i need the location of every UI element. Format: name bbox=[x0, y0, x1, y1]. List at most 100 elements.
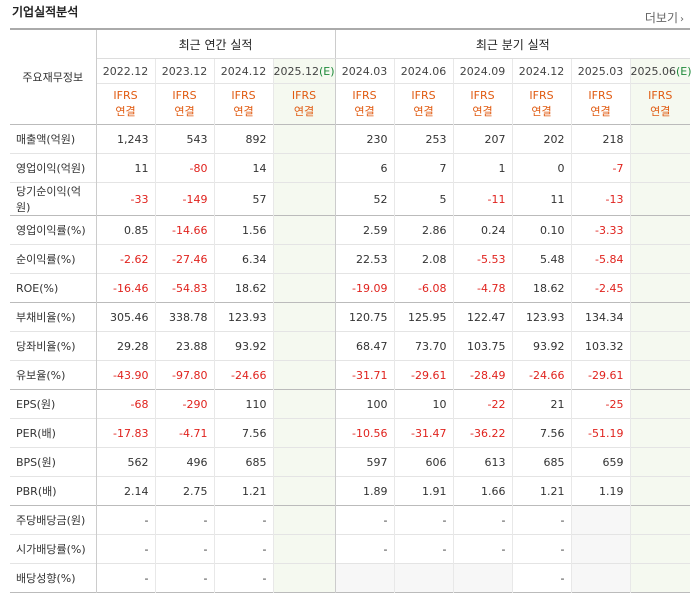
estimate-badge: (E) bbox=[319, 64, 335, 78]
ifrs-standard: IFRS bbox=[529, 89, 554, 102]
table-cell: -11 bbox=[452, 182, 512, 216]
table-cell: 562 bbox=[96, 447, 155, 477]
table-cell: - bbox=[511, 505, 571, 535]
table-cell: 23.88 bbox=[154, 331, 214, 361]
table-cell bbox=[629, 124, 691, 154]
table-cell: -31.47 bbox=[393, 418, 453, 448]
table-cell: 123.93 bbox=[511, 302, 571, 332]
table-cell: - bbox=[452, 534, 512, 564]
table-cell: 2.14 bbox=[96, 476, 155, 506]
ifrs-consolidated: 연결 bbox=[293, 105, 315, 118]
table-cell: -19.09 bbox=[334, 273, 394, 303]
table-row: 영업이익률(%) 0.85 -14.66 1.56 2.59 2.86 0.24 0.10 -3… bbox=[10, 215, 691, 245]
row-label: 시가배당률(%) bbox=[10, 534, 97, 564]
table-cell: 6.34 bbox=[213, 244, 273, 274]
table-cell bbox=[272, 244, 335, 274]
table-cell: -16.46 bbox=[96, 273, 155, 303]
table-cell: 305.46 bbox=[96, 302, 155, 332]
table-cell: 685 bbox=[511, 447, 571, 477]
table-cell bbox=[629, 534, 691, 564]
ifrs-label: IFRS 연결 bbox=[393, 83, 453, 125]
table-cell: -29.61 bbox=[393, 360, 453, 390]
table-cell bbox=[272, 563, 335, 593]
table-cell: - bbox=[213, 534, 273, 564]
table-cell: -7 bbox=[570, 153, 630, 183]
ifrs-label: IFRS 연결 bbox=[272, 83, 335, 125]
table-cell: - bbox=[96, 505, 155, 535]
table-cell: - bbox=[154, 505, 214, 535]
table-cell: -33 bbox=[96, 182, 155, 216]
annual-group-header: 최근 연간 실적 bbox=[96, 28, 335, 59]
table-cell: -97.80 bbox=[154, 360, 214, 390]
table-cell: 0.85 bbox=[96, 215, 155, 245]
table-cell bbox=[272, 182, 335, 216]
table-row: ROE(%) -16.46 -54.83 18.62 -19.09 -6.08 -4.78 1… bbox=[10, 273, 691, 303]
period-label: 2025.12 bbox=[273, 64, 320, 78]
row-label: BPS(원) bbox=[10, 447, 97, 477]
table-cell: -51.19 bbox=[570, 418, 630, 448]
section-title: 기업실적분석 bbox=[12, 5, 79, 19]
period-header: 2025.12(E) bbox=[272, 58, 335, 84]
table-cell: 892 bbox=[213, 124, 273, 154]
table-cell: - bbox=[154, 563, 214, 593]
table-cell: - bbox=[213, 563, 273, 593]
table-cell: 93.92 bbox=[511, 331, 571, 361]
more-link[interactable]: 더보기 › bbox=[645, 9, 684, 26]
table-cell: 543 bbox=[154, 124, 214, 154]
table-cell: -24.66 bbox=[511, 360, 571, 390]
table-cell: 68.47 bbox=[334, 331, 394, 361]
table-cell: 659 bbox=[570, 447, 630, 477]
table-row: 영업이익(억원) 11 -80 14 6 7 1 0 -7 bbox=[10, 153, 691, 183]
table-cell: -25 bbox=[570, 389, 630, 419]
ifrs-consolidated: 연결 bbox=[590, 105, 611, 118]
table-row: PBR(배) 2.14 2.75 1.21 1.89 1.91 1.66 1.21 1.19 bbox=[10, 476, 691, 506]
table-cell bbox=[570, 505, 630, 535]
table-cell: -4.71 bbox=[154, 418, 214, 448]
table-cell: -149 bbox=[154, 182, 214, 216]
table-cell: 7 bbox=[393, 153, 453, 183]
table-cell bbox=[629, 418, 691, 448]
table-cell: 1.91 bbox=[393, 476, 453, 506]
table-cell: 253 bbox=[393, 124, 453, 154]
table-cell bbox=[272, 418, 335, 448]
table-cell: 11 bbox=[96, 153, 155, 183]
row-label: 영업이익률(%) bbox=[10, 215, 97, 245]
ifrs-standard: IFRS bbox=[172, 89, 197, 102]
more-label: 더보기 bbox=[644, 11, 678, 25]
row-label: PER(배) bbox=[10, 418, 97, 448]
table-cell: 57 bbox=[213, 182, 273, 216]
table-cell bbox=[272, 534, 335, 564]
table-cell: 1.21 bbox=[511, 476, 571, 506]
row-label: 당좌비율(%) bbox=[10, 331, 97, 361]
table-cell: 123.93 bbox=[213, 302, 273, 332]
table-cell: - bbox=[213, 505, 273, 535]
table-cell: -5.53 bbox=[452, 244, 512, 274]
table-cell bbox=[272, 360, 335, 390]
ifrs-label: IFRS 연결 bbox=[213, 83, 273, 125]
table-cell: 1 bbox=[452, 153, 512, 183]
ifrs-label: IFRS 연결 bbox=[511, 83, 571, 125]
ifrs-label: IFRS 연결 bbox=[96, 83, 155, 125]
table-cell: 18.62 bbox=[511, 273, 571, 303]
ifrs-consolidated: 연결 bbox=[174, 105, 195, 118]
table-cell: 1.89 bbox=[334, 476, 394, 506]
table-row: PER(배) -17.83 -4.71 7.56 -10.56 -31.47 -36.22 7… bbox=[10, 418, 691, 448]
period-header: 2022.12 bbox=[96, 58, 155, 84]
financial-table: 주요재무정보 최근 연간 실적 최근 분기 실적 2022.12 2023.12 2024… bbox=[10, 28, 692, 593]
period-label: 2025.06 bbox=[630, 64, 677, 78]
table-cell: -29.61 bbox=[570, 360, 630, 390]
table-cell bbox=[629, 302, 691, 332]
ifrs-label: IFRS 연결 bbox=[570, 83, 630, 125]
period-header: 2024.12 bbox=[213, 58, 273, 84]
ifrs-label: IFRS 연결 bbox=[334, 83, 394, 125]
ifrs-standard: IFRS bbox=[411, 89, 436, 102]
ifrs-label: IFRS 연결 bbox=[629, 83, 691, 125]
table-cell: -3.33 bbox=[570, 215, 630, 245]
period-header: 2025.06(E) bbox=[629, 58, 692, 84]
table-cell: 52 bbox=[334, 182, 394, 216]
table-cell: -10.56 bbox=[334, 418, 394, 448]
ifrs-consolidated: 연결 bbox=[413, 105, 434, 118]
table-cell: 2.59 bbox=[334, 215, 394, 245]
table-cell: 73.70 bbox=[393, 331, 453, 361]
table-cell: 93.92 bbox=[213, 331, 273, 361]
